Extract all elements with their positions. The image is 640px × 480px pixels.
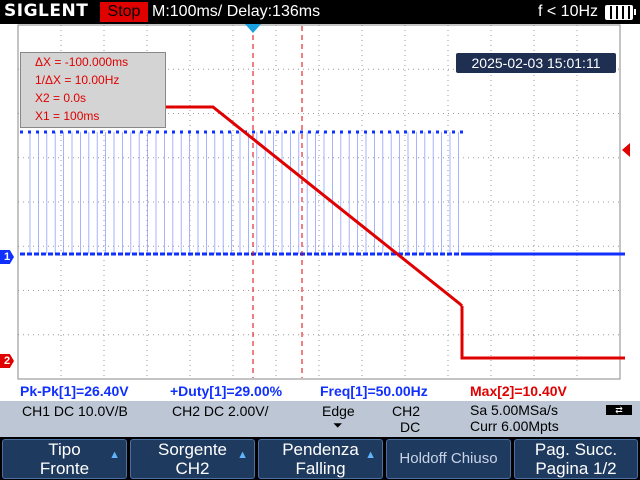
ch1-waveform [20,130,625,256]
softkey-tipo[interactable]: Tipo Fronte ▲ [2,439,127,479]
measure-freq: Freq[1]=50.00Hz [320,383,428,399]
softkey-holdoff-label: Holdoff [399,450,447,467]
memory-depth: Curr 6.00Mpts [470,418,559,434]
ch2-marker[interactable]: 2 [0,354,14,368]
trigger-coupling[interactable]: DC [400,419,421,435]
measure-pkpk: Pk-Pk[1]=26.40V [20,383,129,399]
softkey-holdoff-value: Chiuso [450,450,498,467]
softkey-tipo-value: Fronte [39,459,90,478]
waveform-svg [17,24,630,380]
softkey-sorgente-value: CH2 [175,459,210,478]
ch1-setting[interactable]: CH1 DC 10.0V/B [22,403,128,419]
up-arrow-icon: ▲ [109,449,120,461]
trigger-level-icon[interactable] [622,143,630,157]
softkey-tipo-label: Tipo [48,440,81,459]
waveform-display[interactable]: ΔX = -100.000ms 1/ΔX = 10.00Hz X2 = 0.0s… [0,24,640,380]
softkey-next-page-value: Pagina 1/2 [535,459,617,478]
measure-max: Max[2]=10.40V [470,383,567,399]
softkey-next-page[interactable]: Pag. Succ. Pagina 1/2 [514,439,638,479]
cursor-delta-x: ΔX = -100.000ms [35,55,129,69]
timebase-readout: M:100ms/ Delay:136ms [152,3,321,20]
brand-logo: SIGLENT [4,1,89,21]
softkey-holdoff[interactable]: Holdoff Chiuso [386,439,511,479]
softkey-sorgente-label: Sorgente [158,440,227,459]
softkey-next-page-label: Pag. Succ. [534,440,618,459]
run-stop-indicator[interactable]: Stop [100,2,148,22]
ch2-setting[interactable]: CH2 DC 2.00V/ [172,403,269,419]
channel-status-bar: CH1 DC 10.0V/B CH2 DC 2.00V/ Edge ⏷ CH2 … [0,401,640,437]
edge-falling-icon: ⏷ [333,418,343,432]
softkey-bar: Tipo Fronte ▲ Sorgente CH2 ▲ Pendenza Fa… [0,437,640,480]
trigger-position-icon[interactable] [245,24,261,33]
ch1-marker[interactable]: 1 [0,250,14,264]
measurement-bar: Pk-Pk[1]=26.40V +Duty[1]=29.00% Freq[1]=… [0,381,640,401]
battery-icon [605,5,636,20]
cursor-x1: X1 = 100ms [35,109,100,123]
graticule-border [17,24,621,380]
trigger-type[interactable]: Edge [322,403,355,419]
measure-duty: +Duty[1]=29.00% [170,383,283,399]
ch2-marker-label: 2 [3,355,11,367]
cursor-readout-panel: ΔX = -100.000ms 1/ΔX = 10.00Hz X2 = 0.0s… [20,52,166,128]
graticule [18,25,619,376]
datetime-display: 2025-02-03 15:01:11 [456,53,616,73]
softkey-pendenza[interactable]: Pendenza Falling ▲ [258,439,383,479]
up-arrow-icon: ▲ [237,449,248,461]
up-arrow-icon: ▲ [365,449,376,461]
usb-icon: ⇄ [606,405,632,415]
cursor-x2: X2 = 0.0s [35,91,87,105]
cursor-inverse-delta-x: 1/ΔX = 10.00Hz [35,73,120,87]
softkey-pendenza-value: Falling [295,459,346,478]
trigger-source[interactable]: CH2 [392,403,421,419]
softkey-pendenza-label: Pendenza [282,440,359,459]
sample-rate: Sa 5.00MSa/s [470,402,558,418]
frequency-counter: f < 10Hz [538,3,599,20]
softkey-sorgente[interactable]: Sorgente CH2 ▲ [130,439,255,479]
top-status-bar: SIGLENT Stop M:100ms/ Delay:136ms f < 10… [0,0,640,24]
ch1-marker-label: 1 [3,251,11,263]
